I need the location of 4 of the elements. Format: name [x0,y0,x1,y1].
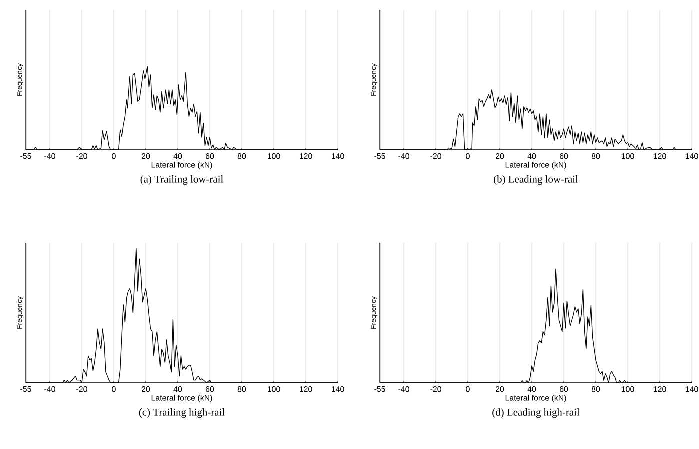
text: (b) Leading low-rail [494,176,578,186]
text: (a) Trailing low-rail [140,176,224,186]
text: (d) Leading high-rail [492,408,580,418]
text: (c) Trailing high-rail [139,408,225,418]
